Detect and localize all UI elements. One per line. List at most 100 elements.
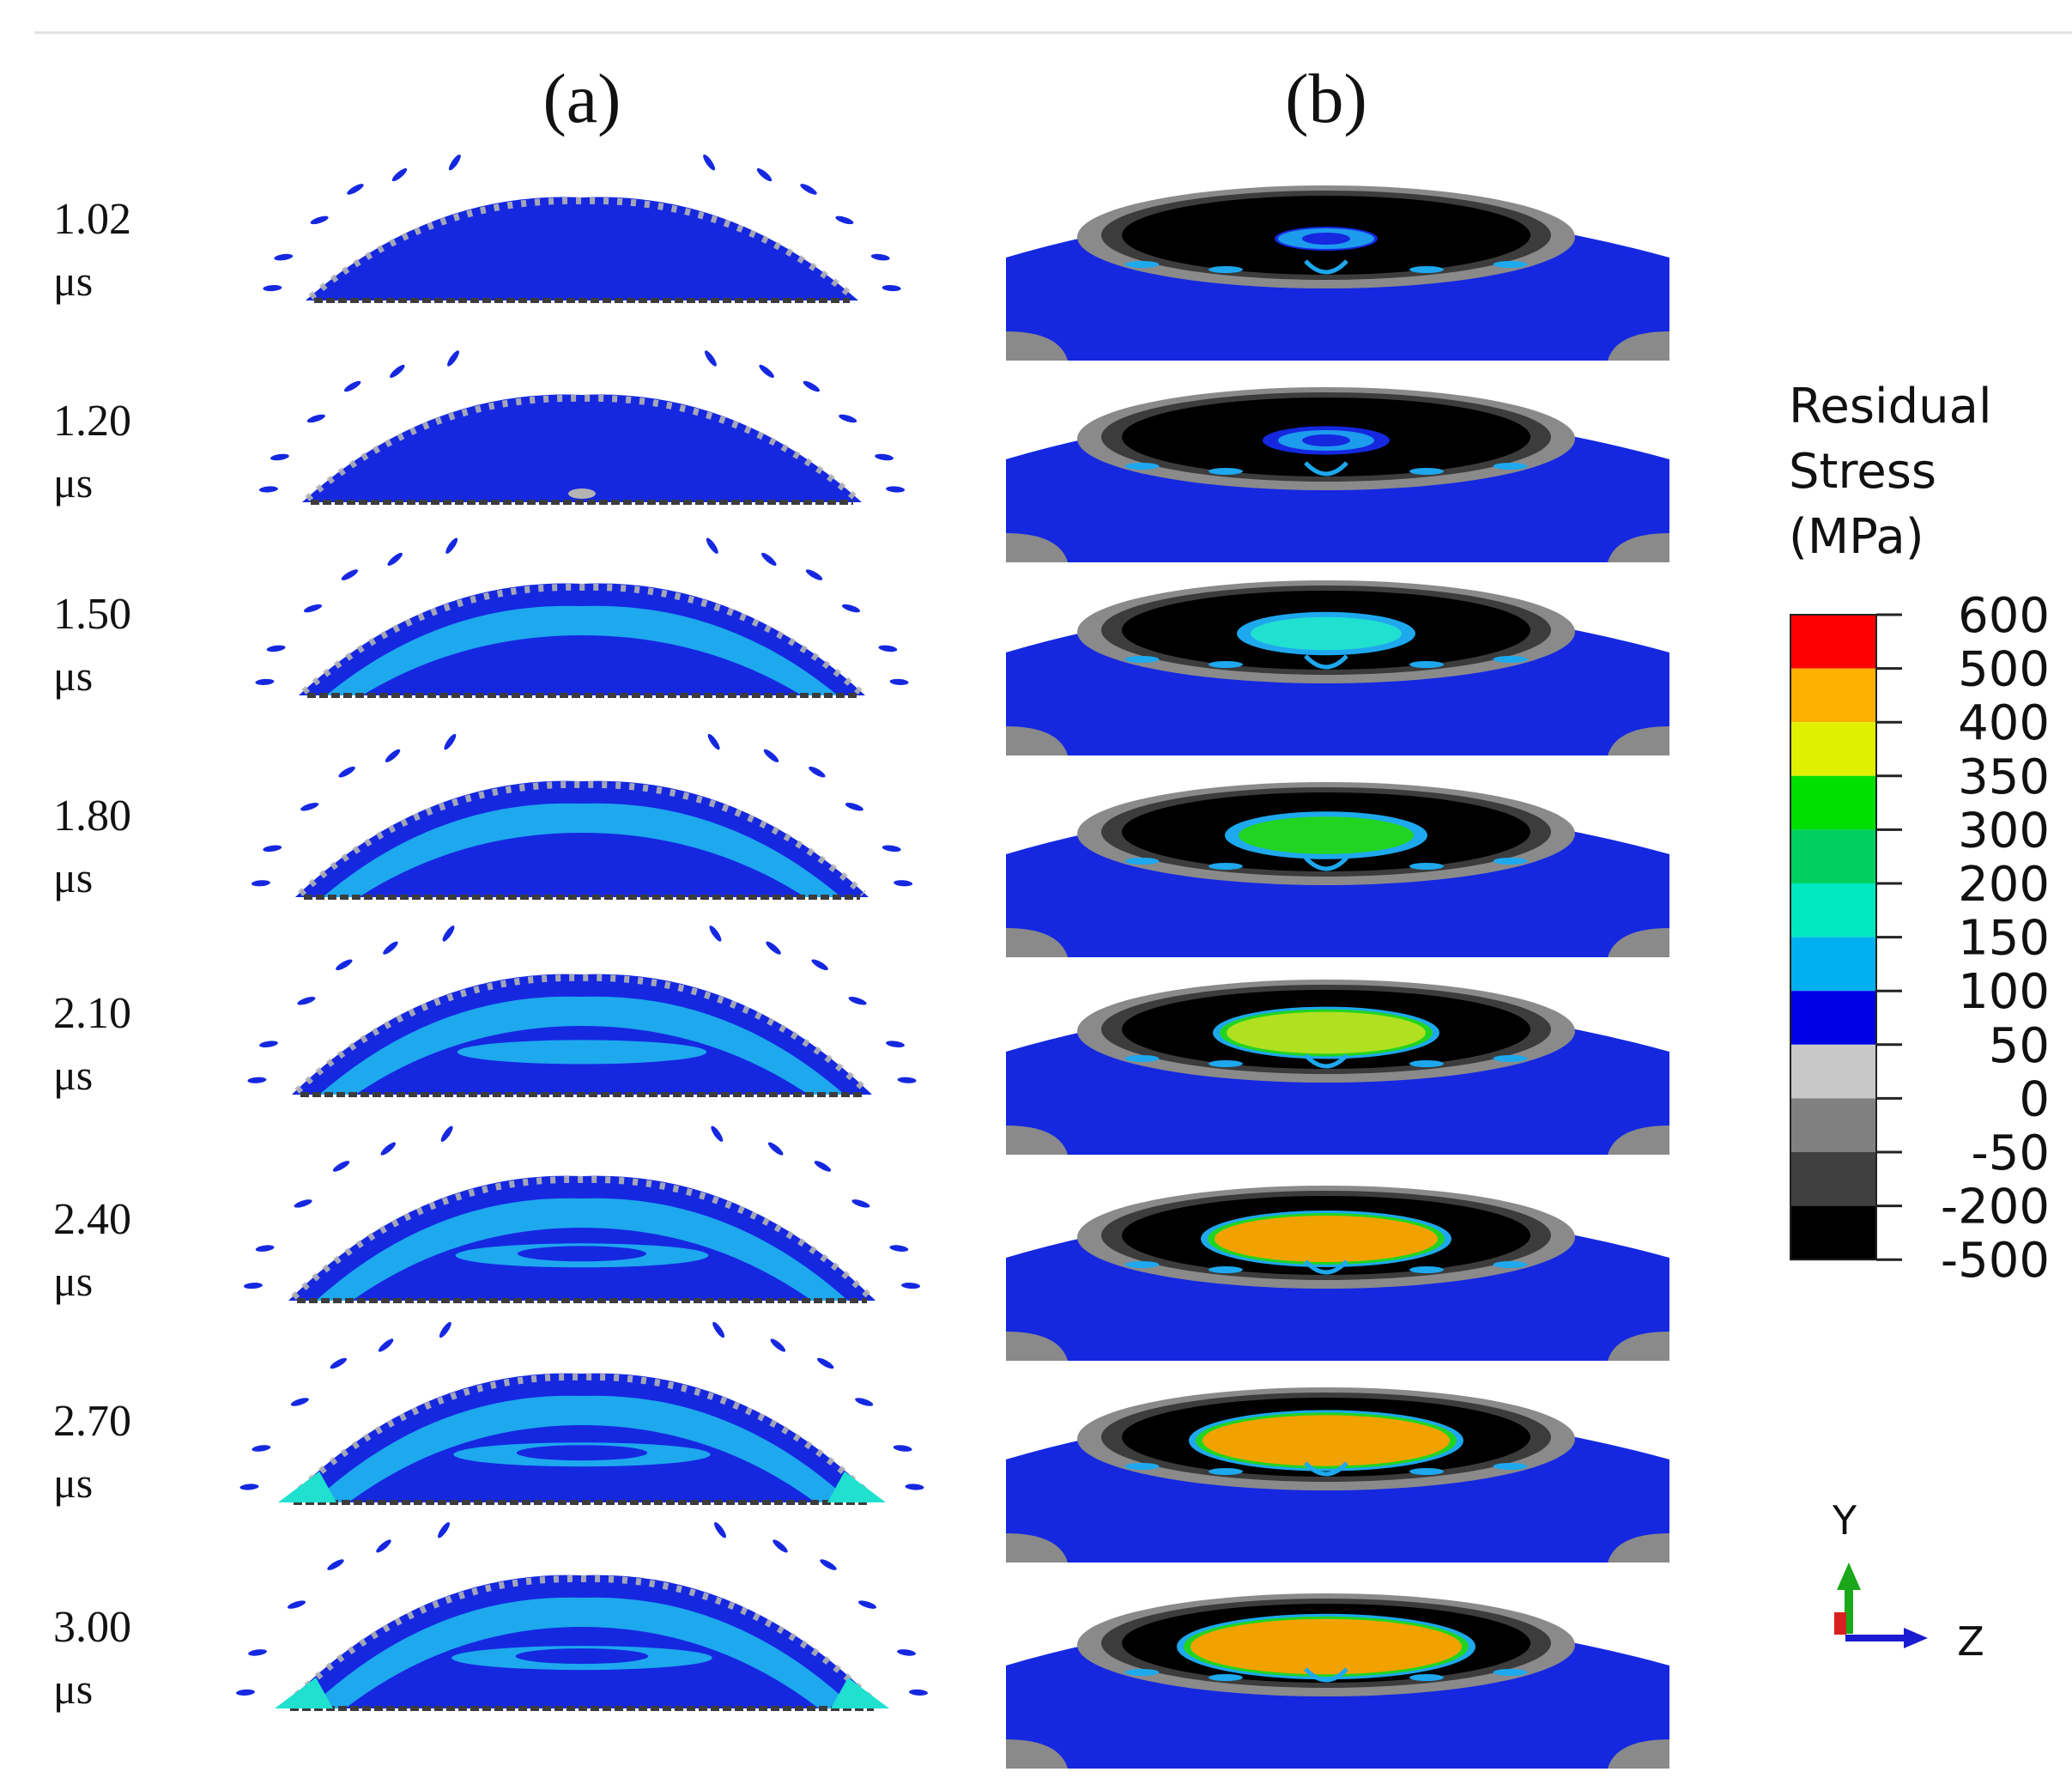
time-label-value: 1.20: [53, 397, 131, 446]
legend-tick-label: -50: [1972, 1126, 2050, 1181]
panel-a-ejecta-particle: [703, 154, 716, 171]
panel-a-inner-core: [362, 635, 802, 695]
panel-a-frame: [255, 537, 909, 698]
triad-z-arrowhead: [1904, 1628, 1928, 1648]
panel-b-frame: [1006, 387, 1669, 562]
panel-b-corner-right: [1608, 1533, 1669, 1563]
panel-a-ejecta-particle: [266, 645, 286, 652]
panel-a-ejecta-particle: [440, 1126, 453, 1142]
panel-a-ejecta-particle: [391, 168, 408, 182]
panel-a-center-marker: [568, 488, 596, 499]
legend-swatch: [1790, 722, 1876, 776]
panel-a-ejecta-particle: [772, 1539, 788, 1553]
panel-b-center-dent: [1304, 461, 1348, 476]
panel-b-side-mark: [1209, 863, 1243, 870]
panel-b-corner-left: [1006, 1533, 1068, 1563]
panel-a-ejecta-particle: [338, 766, 355, 778]
panel-a-dome-rim: [291, 1175, 873, 1300]
panel-b-center-dent: [1304, 1461, 1348, 1477]
panel-b-side-mark: [1209, 266, 1243, 273]
panel-b-corner-left: [1006, 928, 1068, 957]
triad-z-label: Z: [1957, 1618, 1984, 1665]
panel-a-ejecta-particle: [761, 552, 777, 566]
legend-title-line-1: Residual: [1789, 379, 1992, 434]
panel-b-core: [1227, 1011, 1426, 1054]
panel-b-side-mark: [1124, 1261, 1160, 1268]
panel-a-ejecta-particle: [270, 453, 289, 461]
panel-b-side-mark: [1493, 858, 1528, 865]
panel-a-inner-band: [457, 1040, 707, 1065]
panel-a-ejecta-particle: [310, 215, 329, 225]
panel-b-corner-right: [1608, 928, 1669, 957]
panel-a-ejecta-particle: [800, 184, 817, 195]
panel-b-side-mark: [1493, 1261, 1528, 1268]
panel-a-ejecta-particle: [445, 537, 458, 555]
panel-a-edge-left: [278, 1471, 336, 1502]
panel-a-ejecta-particle: [259, 1041, 278, 1047]
panel-a-ejecta-particle: [251, 1445, 271, 1452]
triad-y-label: Y: [1832, 1497, 1857, 1544]
legend-tick-label: 500: [1958, 642, 2050, 698]
panel-a-ejecta-particle: [239, 1484, 259, 1490]
legend-swatch: [1790, 829, 1876, 883]
panel-b-core: [1203, 1415, 1450, 1466]
panel-b-frame: [1006, 1387, 1669, 1563]
stress-legend: Residual Stress (MPa) 600500400350300200…: [1789, 379, 2050, 1289]
panel-a-ejecta-particle: [814, 1161, 832, 1172]
panel-b-core: [1215, 1216, 1438, 1262]
panel-a-inner-spot: [515, 1648, 649, 1665]
panel-a-ejecta-particle: [805, 569, 823, 580]
panel-a-ejecta-particle: [444, 733, 457, 750]
panel-b-side-mark: [1209, 1266, 1243, 1273]
panel-a-ejecta-particle: [274, 253, 294, 261]
panel-b-center-dent: [1304, 1259, 1348, 1275]
panel-a-ejecta-particle: [248, 1649, 267, 1656]
panel-b-block: [1006, 1258, 1669, 1361]
time-label-unit: μs: [53, 257, 93, 305]
panel-a-ejecta-particle: [811, 959, 828, 971]
panel-a-inner-core: [359, 833, 805, 897]
time-label-value: 1.02: [53, 195, 131, 244]
panel-b-side-mark: [1493, 261, 1528, 268]
panel-a-ejecta-particle: [343, 380, 361, 392]
panel-a-ejecta-particle: [875, 453, 894, 461]
panel-a-ejecta-particle: [448, 154, 461, 171]
panel-a-frame: [243, 1126, 921, 1303]
time-label-unit: μs: [53, 1051, 93, 1099]
legend-title-line-3: (MPa): [1789, 509, 1924, 565]
panel-b-core: [1239, 816, 1414, 854]
panel-a-ejecta-particle: [383, 941, 398, 955]
panel-a-ejecta-particle: [255, 1245, 275, 1252]
triad-y-arrowhead: [1837, 1563, 1861, 1590]
panel-a-ejecta-particle: [332, 1161, 350, 1172]
panel-b-center-dent: [1304, 1053, 1348, 1069]
time-labels: 1.02 μs 1.20 μs 1.50 μs 1.80 μs 2.10 μs 2.40 μs 2.70…: [53, 195, 131, 1713]
panel-a-ejecta-particle: [820, 1559, 837, 1570]
panel-a-ejecta-particle: [855, 1398, 874, 1406]
panel-a-ejecta-particle: [290, 1398, 309, 1406]
panel-b-side-mark: [1124, 261, 1160, 268]
legend-tick-label: 400: [1958, 695, 2050, 751]
legend-swatch: [1790, 991, 1876, 1045]
panel-a-ejecta-particle: [817, 1357, 834, 1369]
panel-a-ejecta-particle: [714, 1522, 726, 1538]
panel-a-ejecta-particle: [889, 678, 909, 685]
legend-swatch: [1790, 937, 1876, 992]
legend-tick-label: 150: [1958, 911, 2050, 967]
panel-b-block: [1006, 652, 1669, 755]
legend-tick-label: 100: [1958, 964, 2050, 1020]
panel-b-corner-right: [1608, 1332, 1669, 1361]
panel-a-ejecta-particle: [251, 880, 270, 887]
panel-a-ejecta-particle: [905, 1484, 924, 1490]
panel-a-ejecta-particle: [835, 215, 854, 225]
panel-b-frame: [1006, 1593, 1669, 1769]
time-label-value: 1.50: [53, 590, 131, 639]
panel-a-ejecta-particle: [380, 1142, 397, 1156]
legend-swatch: [1790, 1152, 1876, 1206]
panel-a-ejecta-particle: [706, 537, 718, 555]
panel-b-center-dent: [1304, 856, 1348, 871]
legend-swatch: [1790, 615, 1876, 669]
panel-a-frame: [258, 350, 906, 505]
panel-b-side-mark: [1409, 863, 1444, 870]
